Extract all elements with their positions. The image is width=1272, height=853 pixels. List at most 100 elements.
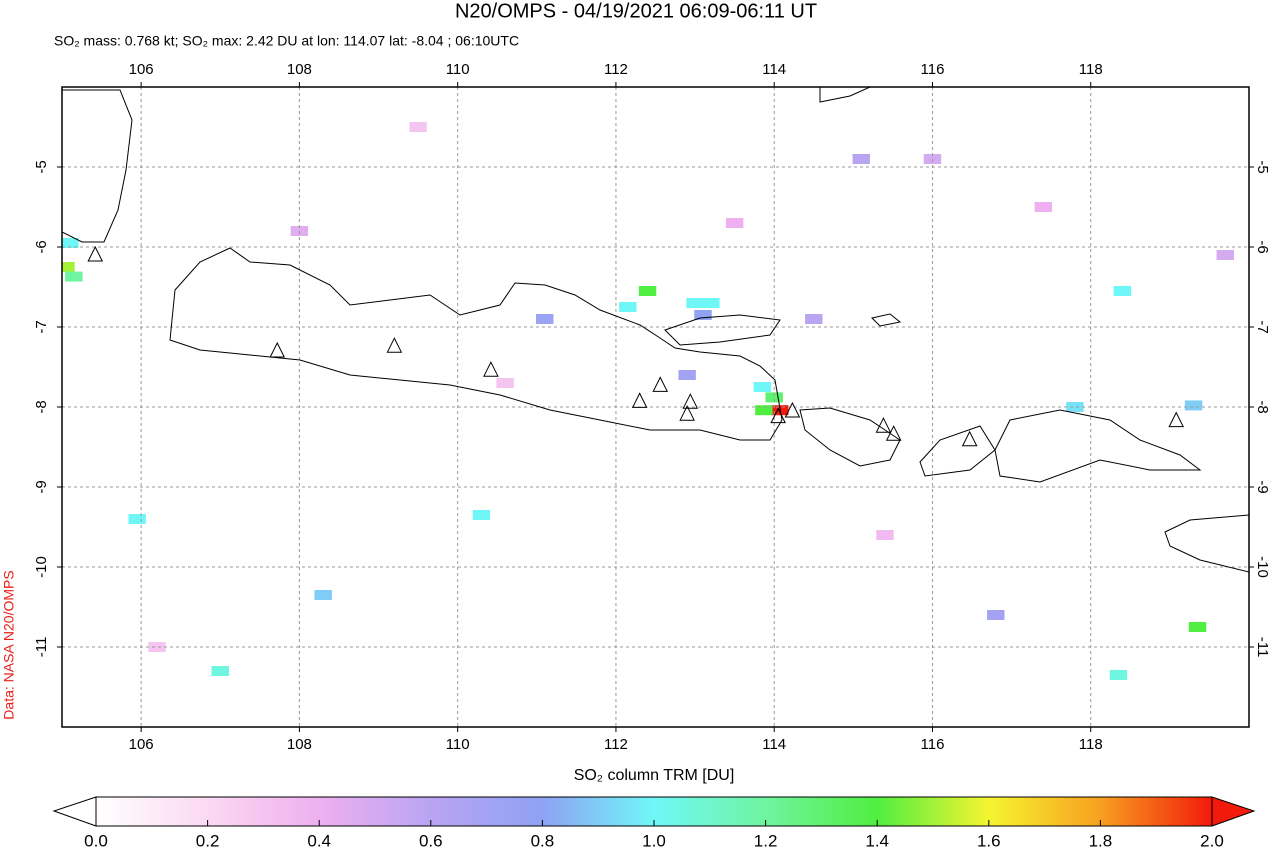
so2-pixel <box>472 510 491 520</box>
colorbar-tick-label: 0.6 <box>419 831 443 850</box>
y-tick-label: -7 <box>1254 320 1271 333</box>
coast-bali <box>799 407 901 467</box>
y-tick-label: -11 <box>1254 637 1271 658</box>
colorbar-label: SO₂ column TRM [DU] <box>574 767 735 784</box>
colorbar-tick-label: 1.6 <box>977 831 1001 850</box>
so2-pixel <box>876 530 894 540</box>
coast-sumba <box>1164 514 1249 573</box>
y-tick-label: -9 <box>1254 480 1271 493</box>
y-tick-label: -5 <box>1254 160 1271 173</box>
so2-pixel <box>62 262 75 272</box>
volcano-layer <box>87 245 1185 447</box>
map-background <box>62 87 1249 727</box>
volcano <box>386 337 403 353</box>
so2-pixel <box>694 310 712 320</box>
coast-java <box>169 247 783 441</box>
y-tick-label: -10 <box>1254 556 1271 578</box>
so2-pixel <box>128 514 146 524</box>
colorbar-tick-label: 1.2 <box>754 831 778 850</box>
credit: Data: NASA N20/OMPS <box>1 570 17 719</box>
so2-pixel <box>65 271 83 282</box>
colorbar-low-arrow <box>52 796 97 827</box>
y-tick-label: -7 <box>33 320 50 333</box>
so2-pixel <box>1216 250 1234 260</box>
volcano <box>784 401 801 418</box>
so2-pixel <box>702 298 720 308</box>
x-tick-label: 116 <box>921 61 945 78</box>
so2-pixel <box>409 122 427 132</box>
so2-pixel <box>771 405 789 416</box>
y-tick-label: -6 <box>1254 240 1271 253</box>
so2-pixel <box>536 314 554 324</box>
so2-pixel <box>987 610 1005 620</box>
so2-pixel <box>314 590 332 600</box>
so2-pixel <box>678 370 696 380</box>
volcano <box>875 417 892 433</box>
colorbar-tick-label: 1.8 <box>1089 831 1113 850</box>
so2-pixel <box>496 378 514 388</box>
so2-pixel <box>1109 670 1128 680</box>
volcano <box>961 430 978 447</box>
so2-pixel <box>62 238 79 248</box>
so2-pixel <box>686 298 704 308</box>
volcano <box>770 407 786 424</box>
volcano <box>679 405 695 421</box>
colorbar-tick-label: 0.2 <box>196 831 220 850</box>
x-tick-label: 108 <box>287 736 312 753</box>
coast-borneo <box>819 87 871 103</box>
so2-pixel <box>765 392 783 403</box>
x-tick-label: 114 <box>762 736 786 753</box>
x-tick-label: 116 <box>921 736 945 753</box>
so2-pixel <box>755 405 773 416</box>
y-tick-label: -8 <box>1254 400 1271 413</box>
so2-pixel <box>1113 286 1132 296</box>
so2-pixel <box>148 642 166 652</box>
colorbar-tick-label: 0.0 <box>84 831 108 850</box>
volcano <box>631 392 648 408</box>
x-tick-label: 108 <box>287 61 312 78</box>
so2-pixel <box>852 154 870 164</box>
volcano <box>682 393 699 409</box>
y-tick-label: -9 <box>33 480 50 493</box>
x-tick-label: 118 <box>1079 736 1103 753</box>
coastlines <box>62 87 1249 573</box>
volcano <box>885 425 902 441</box>
map-area <box>62 87 1249 727</box>
x-tick-label: 106 <box>129 61 154 78</box>
x-tick-label: 112 <box>604 736 628 753</box>
volcano <box>483 361 499 377</box>
coast-sumbawa <box>994 409 1202 483</box>
x-tick-label: 118 <box>1079 61 1103 78</box>
volcano <box>87 245 104 262</box>
y-tick-label: -8 <box>33 400 50 413</box>
so2-pixel <box>1188 622 1207 632</box>
so2-pixel <box>211 666 229 676</box>
volcano <box>652 376 669 392</box>
x-tick-label: 110 <box>446 736 470 753</box>
x-tick-label: 112 <box>604 61 628 78</box>
colorbar-high-arrow <box>1211 796 1256 827</box>
colorbar-tick-label: 2.0 <box>1200 831 1224 850</box>
x-tick-label: 106 <box>129 736 154 753</box>
so2-pixel <box>753 382 772 392</box>
so2-pixel <box>1184 400 1203 411</box>
grid-layer <box>62 87 1249 727</box>
y-tick-label: -6 <box>33 240 50 253</box>
colorbar-tick-label: 0.4 <box>307 831 331 850</box>
so2-pixel <box>1066 402 1084 412</box>
coast-kangean <box>871 313 902 327</box>
y-tick-label: -11 <box>33 637 50 658</box>
colorbar-tick-label: 1.0 <box>642 831 666 850</box>
so2-pixel <box>805 314 823 324</box>
colorbar-tick-label: 1.4 <box>865 831 889 850</box>
title: N20/OMPS - 04/19/2021 06:09-06:11 UT <box>455 0 817 22</box>
volcano <box>269 341 286 358</box>
coast-madura <box>664 314 781 346</box>
so2-pixel <box>1034 202 1052 212</box>
subtitle: SO₂ mass: 0.768 kt; SO₂ max: 2.42 DU at … <box>54 33 519 49</box>
x-tick-label: 110 <box>446 61 470 78</box>
y-tick-label: -5 <box>33 160 50 173</box>
colorbar-tick-label: 0.8 <box>531 831 555 850</box>
colorbar-ticks: 0.0 0.2 0.4 0.6 0.8 1.0 1.2 1.4 1.6 1.8 2.0 <box>84 820 1224 850</box>
